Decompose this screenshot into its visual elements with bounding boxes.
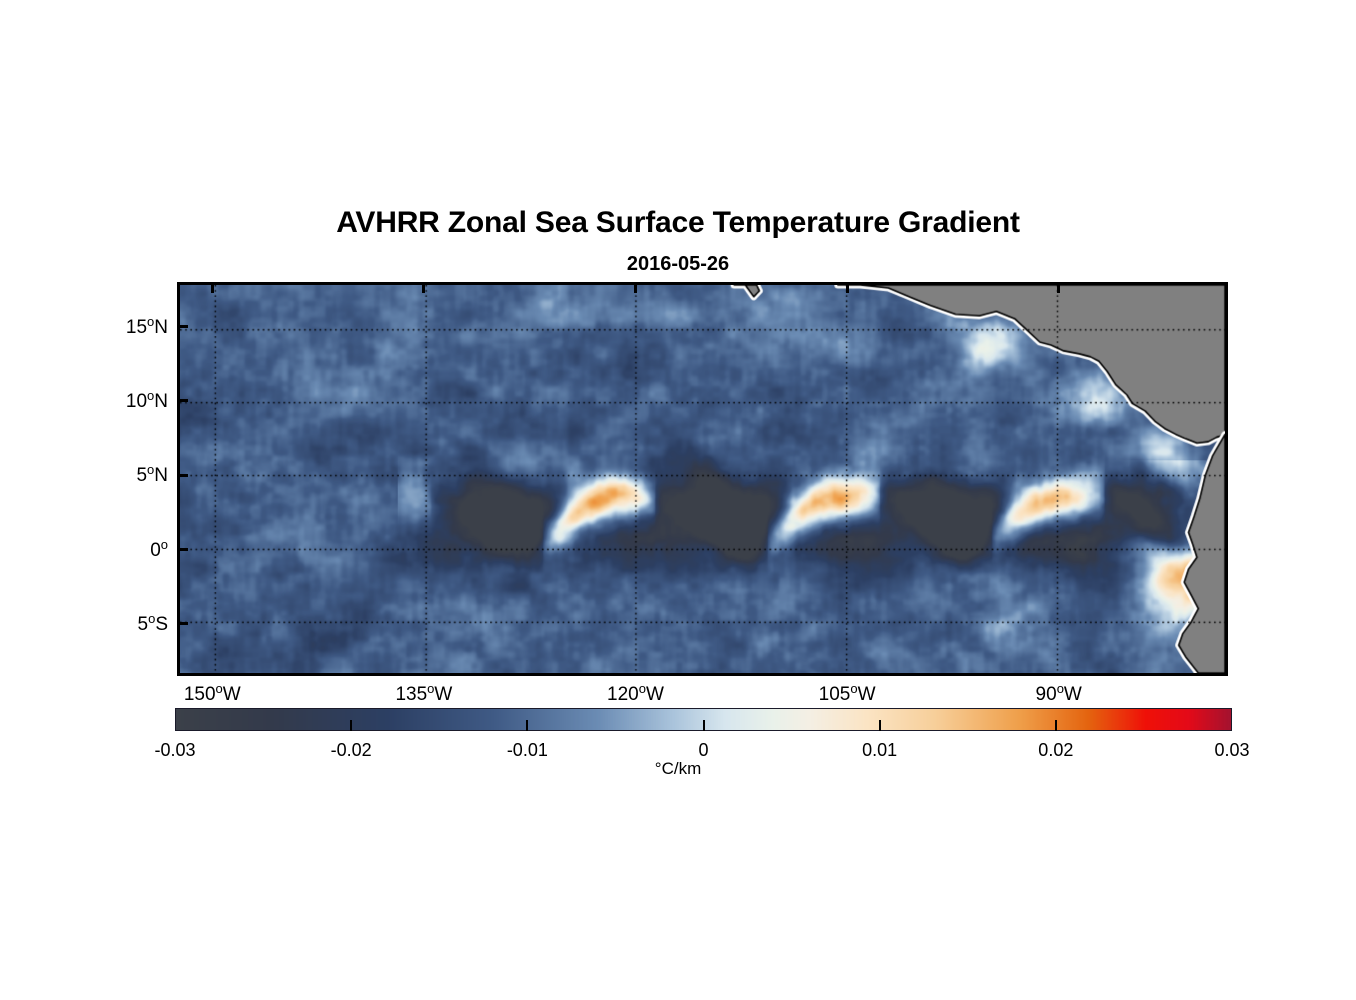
x-tick-label: 120oW xyxy=(607,681,664,705)
colorbar-tick-label: -0.02 xyxy=(330,740,372,760)
map-axes xyxy=(177,282,1228,676)
colorbar-unit-label: °C/km xyxy=(654,759,702,778)
colorbar-tick-label: 0 xyxy=(698,740,709,760)
x-tick-label: 105oW xyxy=(818,681,876,705)
y-tick-mark xyxy=(177,399,188,403)
figure-title: AVHRR Zonal Sea Surface Temperature Grad… xyxy=(336,206,1020,239)
x-tick-label: 135oW xyxy=(395,681,453,705)
x-tick-mark xyxy=(633,282,637,293)
map-gridlines xyxy=(180,285,1225,673)
y-tick-mark xyxy=(177,622,188,626)
x-tick-mark xyxy=(422,282,426,293)
colorbar-gradient xyxy=(176,709,1231,730)
colorbar-tick-label: -0.03 xyxy=(154,740,196,760)
y-tick-mark xyxy=(177,473,188,477)
y-tick-label: 5oS xyxy=(137,610,169,635)
y-tick-label: 15oN xyxy=(125,313,168,338)
x-tick-label: 150oW xyxy=(183,681,241,705)
colorbar-tick-mark xyxy=(702,720,705,731)
y-tick-label: 10oN xyxy=(125,387,168,412)
y-tick-label: 0o xyxy=(150,536,168,561)
colorbar-tick-label: 0.01 xyxy=(862,740,898,760)
x-tick-label: 90oW xyxy=(1035,681,1082,705)
x-tick-mark xyxy=(1057,282,1061,293)
colorbar-tick-mark xyxy=(878,720,881,731)
figure-subtitle: 2016-05-26 xyxy=(626,253,730,275)
y-tick-label: 5oN xyxy=(136,462,168,487)
colorbar-tick-label: 0.02 xyxy=(1038,740,1074,760)
x-tick-mark xyxy=(210,282,214,293)
y-tick-mark xyxy=(177,548,188,552)
colorbar-tick-mark xyxy=(350,720,353,731)
colorbar-tick-label: -0.01 xyxy=(506,740,548,760)
x-tick-mark xyxy=(845,282,849,293)
colorbar-tick-mark xyxy=(526,720,529,731)
y-tick-mark xyxy=(177,325,188,329)
colorbar-tick-mark xyxy=(1054,720,1057,731)
colorbar-tick-label: 0.03 xyxy=(1214,740,1250,760)
